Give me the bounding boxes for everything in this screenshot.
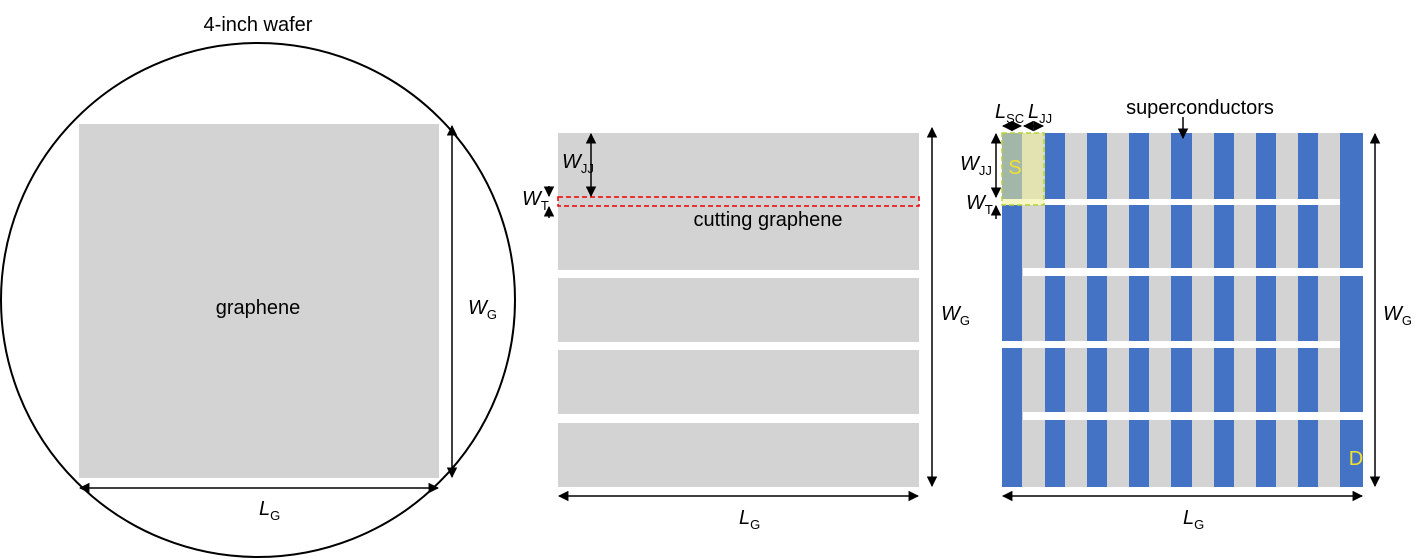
junction-width-label: WJJ [960, 153, 992, 178]
label-symbol: L [995, 101, 1006, 123]
label-subscript: T [985, 202, 993, 217]
electrode [1256, 133, 1276, 487]
label-subscript: G [960, 313, 970, 328]
label-symbol: L [259, 498, 270, 520]
label-symbol: W [468, 297, 489, 319]
wafer-title: 4-inch wafer [204, 14, 313, 36]
label-symbol: W [966, 192, 987, 214]
trench-width-label: WT [522, 188, 549, 213]
trench [1023, 412, 1363, 420]
label-subscript: JJ [979, 163, 992, 178]
electrode [1045, 133, 1065, 487]
electrode [1002, 133, 1022, 487]
cutting-panel: cutting graphene WJJ WT WG LG [522, 126, 970, 532]
drain-label: D [1349, 448, 1363, 470]
junction-width-label: WJJ [562, 151, 594, 176]
label-subscript: G [487, 307, 497, 322]
graphene-label: graphene [216, 297, 301, 319]
label-symbol: L [1028, 101, 1039, 123]
label-subscript: G [270, 508, 280, 523]
junction-length-label: LJJ [1028, 101, 1052, 126]
label-symbol: W [941, 303, 962, 325]
graphene-strip [558, 133, 919, 270]
cut-line [557, 196, 920, 207]
width-label: WG [941, 303, 970, 328]
sc-length-label: LSC [995, 101, 1024, 126]
graphene-strip [558, 278, 919, 342]
label-subscript: T [541, 198, 549, 213]
wafer-outline [0, 42, 516, 558]
electrode [1129, 133, 1149, 487]
label-subscript: G [1194, 517, 1204, 532]
graphene-strip [558, 350, 919, 414]
trench [1002, 199, 1340, 205]
graphene-strip [558, 423, 919, 487]
label-subscript: SC [1006, 111, 1024, 126]
trench [1023, 268, 1363, 276]
electrode [1087, 133, 1107, 487]
label-symbol: W [562, 151, 583, 173]
label-symbol: L [1183, 507, 1194, 529]
graphene-sheet [79, 124, 439, 478]
label-symbol: L [739, 507, 750, 529]
unit-cell [1001, 132, 1045, 206]
label-subscript: JJ [581, 161, 594, 176]
trench [1002, 341, 1340, 348]
wafer-panel: 4-inch wafer graphene WG LG [0, 14, 516, 558]
electrode [1171, 133, 1192, 487]
length-label: LG [259, 498, 280, 523]
label-symbol: W [1383, 303, 1404, 325]
superconductors-label: superconductors [1126, 97, 1274, 119]
electrode [1214, 133, 1234, 487]
width-label: WG [468, 297, 497, 322]
label-subscript: JJ [1039, 111, 1052, 126]
label-subscript: G [750, 517, 760, 532]
source-label: S [1008, 157, 1021, 179]
electrode [1340, 133, 1363, 487]
label-subscript: G [1402, 313, 1412, 328]
length-label: LG [1183, 507, 1204, 532]
label-symbol: W [960, 153, 981, 175]
length-label: LG [739, 507, 760, 532]
device-panel: S D LSC LJJ superconductors WJJ WT WG LG [960, 97, 1412, 532]
electrode [1298, 133, 1318, 487]
cut-label: cutting graphene [693, 209, 842, 231]
width-label: WG [1383, 303, 1412, 328]
trench-width-label: WT [966, 192, 993, 217]
label-symbol: W [522, 188, 543, 210]
